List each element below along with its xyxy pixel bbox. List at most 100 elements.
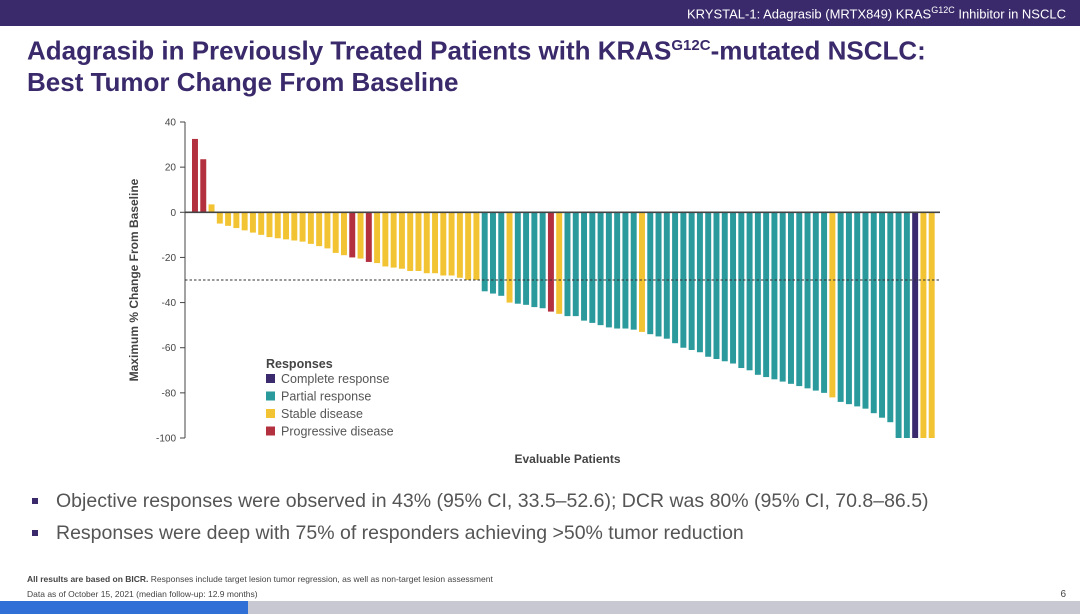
bar-patient-70 (763, 212, 770, 378)
legend-swatch-pr (266, 391, 275, 401)
legend-label-sd: Stable disease (281, 407, 363, 421)
y-tick-label: -20 (162, 253, 177, 264)
bar-patient-18 (332, 212, 339, 253)
bar-patient-20 (349, 212, 356, 258)
bar-patient-54 (630, 212, 637, 330)
bar-patient-23 (374, 212, 381, 264)
slide-progress-bar (0, 601, 1080, 614)
legend-label-pr: Partial response (281, 390, 371, 404)
x-axis-label: Evaluable Patients (514, 452, 620, 466)
bar-patient-31 (440, 212, 447, 276)
y-tick-label: 40 (165, 118, 177, 129)
bar-patient-74 (796, 212, 803, 387)
bar-patient-57 (655, 212, 662, 337)
bar-patient-83 (870, 212, 877, 414)
bar-patient-35 (473, 212, 480, 280)
bar-patient-47 (572, 212, 579, 317)
bar-patient-17 (324, 212, 331, 249)
legend-label-pd: Progressive disease (281, 425, 394, 439)
bullet-item: Objective responses were observed in 43%… (30, 485, 1060, 517)
bullet-list: Objective responses were observed in 43%… (30, 485, 1060, 549)
bar-patient-9 (258, 212, 265, 235)
bar-patient-1 (192, 138, 198, 213)
bar-patient-66 (730, 212, 737, 364)
bar-patient-40 (514, 212, 521, 304)
bar-patient-24 (382, 212, 389, 267)
bullet-marker (32, 530, 38, 536)
bullet-marker (32, 498, 38, 504)
bar-patient-25 (390, 212, 397, 268)
bar-patient-63 (705, 212, 712, 357)
y-axis-label: Maximum % Change From Baseline (127, 178, 141, 381)
bar-patient-36 (481, 212, 488, 292)
bar-patient-81 (854, 212, 861, 407)
bar-patient-22 (365, 212, 372, 262)
bar-patient-88 (912, 212, 919, 438)
bar-patient-27 (407, 212, 414, 271)
bar-patient-72 (779, 212, 786, 382)
bullet-item: Responses were deep with 75% of responde… (30, 517, 1060, 549)
bar-patient-44 (547, 212, 554, 312)
y-tick-label: -100 (156, 434, 176, 445)
bar-patient-10 (266, 212, 273, 238)
waterfall-chart: 40 20 0 -20 -40 -60 -80 -100 Maximum % Change Fr… (127, 118, 940, 466)
bar-patient-29 (423, 212, 430, 274)
bar-patient-15 (307, 212, 314, 244)
bar-patient-82 (862, 212, 869, 409)
slide-title: Adagrasib in Previously Treated Patients… (27, 30, 926, 98)
bar-patient-59 (672, 212, 679, 344)
bar-patient-16 (316, 212, 323, 247)
bar-patient-30 (432, 212, 439, 274)
bar-patient-14 (299, 212, 306, 242)
bar-patient-51 (605, 212, 612, 328)
bar-patient-32 (448, 212, 455, 276)
bar-patient-75 (804, 212, 811, 389)
bar-patient-84 (879, 212, 886, 418)
bar-patient-64 (713, 212, 720, 359)
bar-patient-33 (456, 212, 463, 278)
bar-patient-2 (200, 159, 207, 213)
slide-progress-fill (0, 601, 249, 614)
bar-patient-52 (614, 212, 621, 329)
bar-patient-68 (746, 212, 753, 371)
bar-patient-28 (415, 212, 422, 271)
bar-patient-53 (622, 212, 629, 329)
bar-patient-71 (771, 212, 778, 380)
bar-patient-78 (829, 212, 836, 398)
bar-patient-60 (680, 212, 687, 348)
bar-patient-67 (738, 212, 745, 369)
title-line-2: Best Tumor Change From Baseline (27, 66, 459, 97)
bar-patient-4 (216, 212, 223, 224)
bar-patient-42 (531, 212, 538, 308)
bar-patient-11 (274, 212, 281, 239)
bar-patient-61 (688, 212, 695, 350)
bar-patient-43 (539, 212, 546, 309)
bar-patient-5 (225, 212, 232, 226)
bar-patient-55 (639, 212, 645, 332)
bar-patient-56 (647, 212, 654, 335)
bar-patient-21 (357, 212, 364, 259)
bar-patient-79 (837, 212, 844, 402)
bar-patient-34 (465, 212, 472, 280)
bar-patient-89 (920, 212, 927, 438)
bar-patient-6 (233, 212, 240, 229)
bar-patient-77 (821, 212, 828, 393)
bar-patient-90 (928, 212, 935, 438)
bar-patient-13 (291, 212, 298, 241)
header-bar: KRYSTAL-1: Adagrasib (MRTX849) KRASG12C … (0, 0, 1080, 26)
bar-patient-69 (754, 212, 761, 375)
y-tick-label: 0 (170, 208, 176, 219)
legend-swatch-pd (266, 426, 275, 436)
bar-patient-37 (490, 212, 496, 294)
y-tick-label: -40 (162, 298, 177, 309)
bar-patient-50 (597, 212, 604, 326)
bar-patient-19 (341, 212, 347, 256)
y-tick-label: 20 (165, 163, 177, 174)
bar-patient-41 (523, 212, 530, 305)
bar-patient-85 (887, 212, 894, 423)
bar-patient-38 (498, 212, 505, 296)
bar-patient-62 (696, 212, 703, 353)
header-text: KRYSTAL-1: Adagrasib (MRTX849) KRASG12C … (686, 5, 1066, 22)
bar-patient-12 (283, 212, 290, 240)
bar-patient-76 (812, 212, 819, 391)
